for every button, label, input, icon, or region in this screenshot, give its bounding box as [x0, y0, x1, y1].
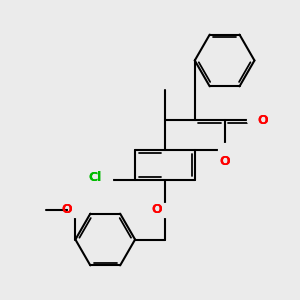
- Text: O: O: [151, 203, 162, 216]
- Text: O: O: [61, 203, 72, 216]
- Text: O: O: [219, 155, 230, 168]
- Text: Cl: Cl: [89, 171, 102, 184]
- Text: Cl: Cl: [89, 171, 102, 184]
- Text: O: O: [219, 155, 230, 168]
- Text: O: O: [151, 203, 162, 216]
- Text: O: O: [61, 203, 72, 216]
- Text: O: O: [258, 114, 268, 127]
- Text: O: O: [258, 114, 268, 127]
